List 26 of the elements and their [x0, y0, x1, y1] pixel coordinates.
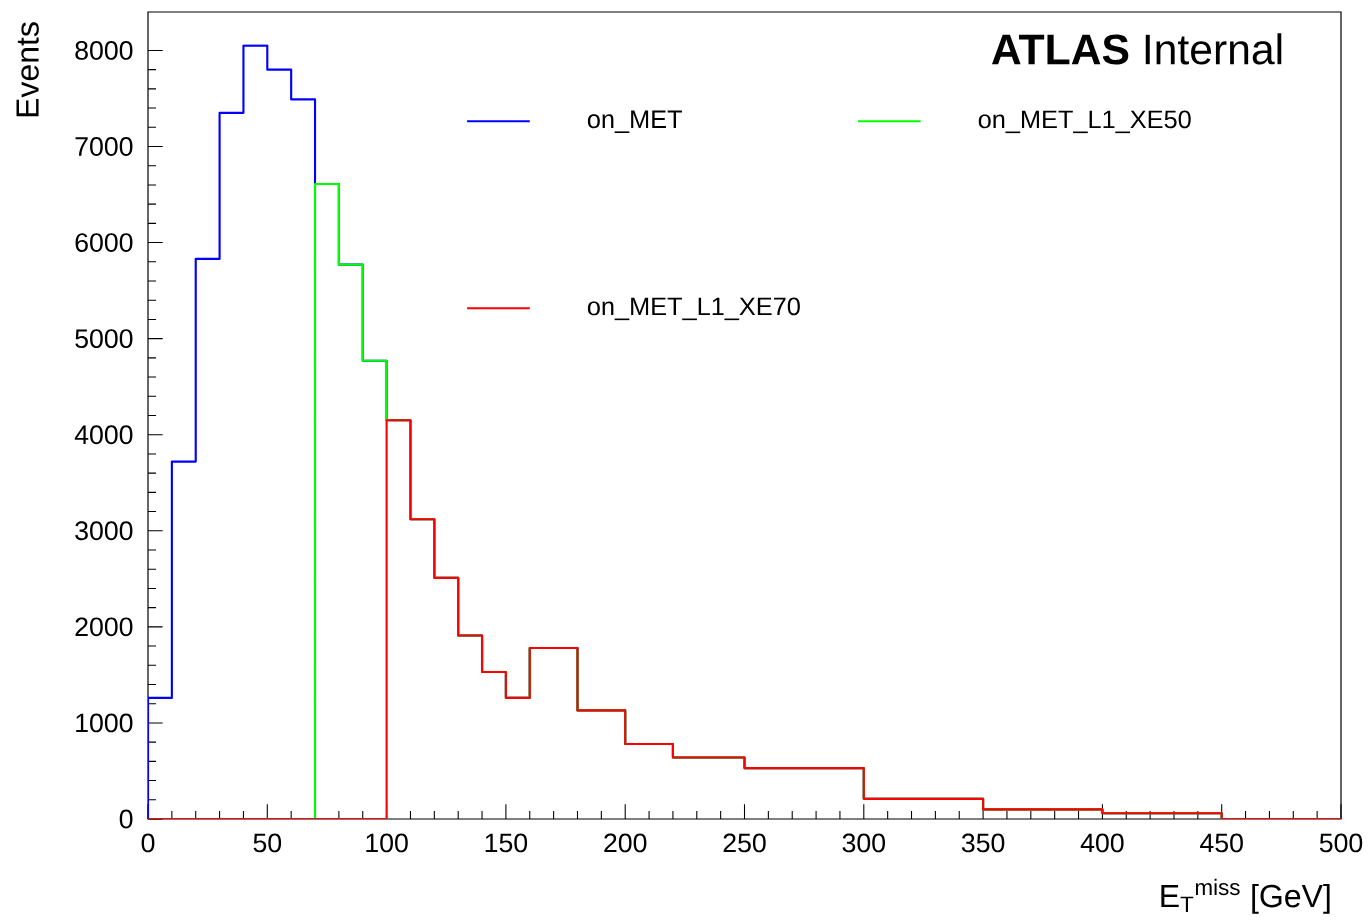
x-tick-label: 300	[842, 833, 885, 853]
y-axis-title: Events	[16, 22, 39, 117]
y-tick-label: 7000	[75, 137, 133, 156]
x-tick-label: 0	[141, 833, 155, 853]
x-tick-label: 350	[961, 833, 1005, 853]
x-tick-label: 250	[723, 833, 766, 853]
y-tick-label: 6000	[75, 233, 133, 252]
x-tick-label: 400	[1080, 833, 1124, 853]
x-axis-title: E$_{T}$$^{miss}$ [GeV]	[1161, 878, 1330, 914]
y-tick-label: 4000	[74, 425, 133, 445]
annotation: ATLAS Internal	[991, 33, 1282, 65]
x-tick-label: 450	[1200, 833, 1243, 853]
x-tick-label: 50	[253, 833, 282, 853]
y-tick-label: 8000	[75, 40, 133, 60]
x-tick-label: 150	[485, 833, 528, 853]
legend-label: on_MET	[587, 110, 682, 133]
legend-label: on_MET_L1_XE70	[587, 297, 800, 321]
y-tick-label: 2000	[75, 617, 133, 637]
y-tick-label: 0	[119, 809, 133, 829]
y-tick-label: 3000	[75, 521, 133, 541]
x-tick-label: 100	[366, 833, 408, 853]
y-tick-label: 1000	[76, 713, 133, 733]
y-tick-label: 5000	[75, 329, 133, 349]
x-tick-label: 500	[1319, 833, 1363, 853]
legend-label: on_MET_L1_XE50	[978, 110, 1191, 134]
x-tick-label: 200	[604, 833, 647, 853]
